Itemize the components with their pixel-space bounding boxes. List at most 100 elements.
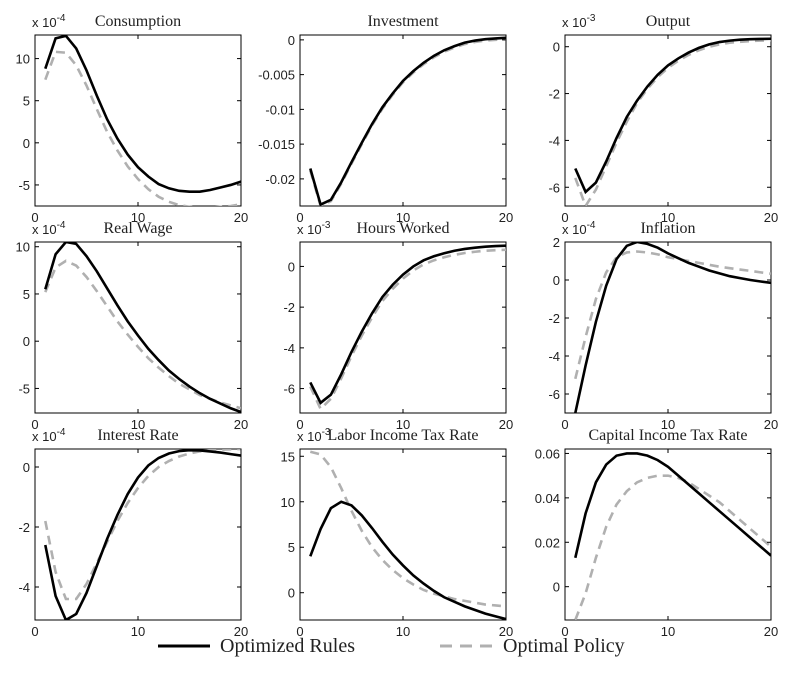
chart-panel-2: 0 10 20 0 -0.005 -0.01 -0.015 -0.02 Investment (258, 13, 513, 225)
axis-multiplier: x 10-3 (297, 427, 331, 444)
y-tick-label: -0.01 (265, 102, 295, 117)
series-optimized-line (44, 35, 241, 193)
chart-panel-7: 0 10 20 0 -2 -4 x 10-4 Interest Rate (18, 427, 248, 639)
series-optimized-line (44, 449, 241, 620)
y-tick-label: 2 (553, 235, 560, 250)
series-optimal-line (309, 248, 506, 412)
y-tick-label: 10 (16, 52, 30, 67)
y-tick-label: -4 (18, 580, 30, 595)
axis-multiplier: x 10-4 (32, 13, 66, 30)
plot-frame (564, 241, 772, 414)
x-tick-label: 10 (131, 417, 145, 432)
legend-label-optimal: Optimal Policy (503, 635, 625, 657)
y-tick-label: 0 (23, 334, 30, 349)
y-tick-label: 0 (553, 40, 560, 55)
x-tick-label: 0 (561, 417, 568, 432)
y-tick-label: 5 (23, 94, 30, 109)
y-tick-label: 0 (288, 586, 295, 601)
y-tick-label: -5 (18, 178, 30, 193)
axis-multiplier: x 10-4 (562, 220, 596, 237)
chart-title: Real Wage (103, 220, 172, 237)
series-optimal-line (574, 250, 771, 380)
plot-frame (299, 241, 507, 414)
plot-frame (299, 448, 507, 621)
y-tick-label: 0 (553, 580, 560, 595)
plot-frame (299, 34, 507, 207)
chart-panel-9: 0 10 20 0.06 0.04 0.02 0 Capital Income Tax Rat… (535, 427, 779, 639)
y-tick-label: 0 (23, 136, 30, 151)
x-tick-label: 20 (499, 624, 513, 639)
x-tick-label: 0 (31, 417, 38, 432)
series-optimal-line (309, 450, 506, 608)
x-tick-label: 10 (661, 417, 675, 432)
series-optimized-line (574, 37, 771, 195)
y-tick-label: -2 (548, 311, 560, 326)
x-tick-label: 20 (499, 210, 513, 225)
axis-multiplier: x 10-4 (32, 427, 66, 444)
y-tick-label: 0 (288, 259, 295, 274)
y-tick-label: 10 (16, 240, 30, 255)
series-optimized-line (309, 244, 506, 405)
x-tick-label: 20 (234, 624, 248, 639)
y-tick-label: -6 (283, 382, 295, 397)
y-tick-label: 0 (23, 460, 30, 475)
series-optimized-line (574, 242, 771, 413)
series-optimal-line (574, 39, 771, 206)
x-tick-label: 20 (764, 417, 778, 432)
chart-panel-5: 0 10 20 0 -2 -4 -6 x 10-3 Hours Worked (283, 220, 513, 432)
x-tick-label: 10 (661, 210, 675, 225)
x-tick-label: 0 (561, 210, 568, 225)
chart-title: Investment (367, 13, 439, 30)
y-tick-label: -6 (548, 180, 560, 195)
chart-panel-1: 0 10 20 10 5 0 -5 x 10-4 Consumption (16, 13, 249, 225)
series-optimal-line (44, 259, 241, 410)
y-tick-label: -5 (18, 381, 30, 396)
y-tick-label: -0.02 (265, 172, 295, 187)
chart-title: Labor Income Tax Rate (328, 427, 479, 444)
x-tick-label: 10 (131, 624, 145, 639)
y-tick-label: -2 (18, 520, 30, 535)
y-tick-label: -2 (548, 87, 560, 102)
series-optimal-line (44, 50, 241, 206)
series-optimal-line (574, 474, 771, 620)
y-tick-label: -6 (548, 387, 560, 402)
axis-multiplier: x 10-3 (562, 13, 596, 30)
x-tick-label: 10 (131, 210, 145, 225)
series-optimized-line (44, 242, 241, 413)
chart-title: Inflation (640, 220, 695, 237)
chart-title: Output (646, 13, 691, 30)
x-tick-label: 0 (31, 624, 38, 639)
y-tick-label: -4 (283, 341, 295, 356)
x-tick-label: 0 (31, 210, 38, 225)
x-tick-label: 0 (296, 417, 303, 432)
x-tick-label: 10 (396, 210, 410, 225)
y-tick-label: 5 (288, 540, 295, 555)
series-optimal-line (309, 37, 506, 206)
series-optimized-line (309, 36, 506, 206)
chart-panel-4: 0 10 20 10 5 0 -5 x 10-4 Real Wage (16, 220, 249, 432)
y-tick-label: 10 (281, 495, 295, 510)
series-optimized-line (309, 500, 506, 620)
x-tick-label: 20 (234, 417, 248, 432)
x-tick-label: 20 (764, 624, 778, 639)
x-tick-label: 10 (396, 624, 410, 639)
series-optimized-line (574, 452, 771, 559)
x-tick-label: 20 (234, 210, 248, 225)
legend: Optimized Rules Optimal Policy (158, 635, 625, 657)
y-tick-label: 15 (281, 449, 295, 464)
y-tick-label: 0 (553, 273, 560, 288)
y-tick-label: 0.06 (535, 446, 560, 461)
x-tick-label: 0 (296, 624, 303, 639)
y-tick-label: 0.02 (535, 535, 560, 550)
y-tick-label: -0.005 (258, 68, 295, 83)
x-tick-label: 10 (396, 417, 410, 432)
y-tick-label: 0 (288, 33, 295, 48)
chart-title: Interest Rate (97, 427, 178, 444)
chart-panel-3: 0 10 20 0 -2 -4 -6 x 10-3 Output (548, 13, 778, 225)
y-tick-label: 5 (23, 287, 30, 302)
chart-title: Hours Worked (356, 220, 449, 237)
chart-title: Consumption (95, 13, 181, 30)
